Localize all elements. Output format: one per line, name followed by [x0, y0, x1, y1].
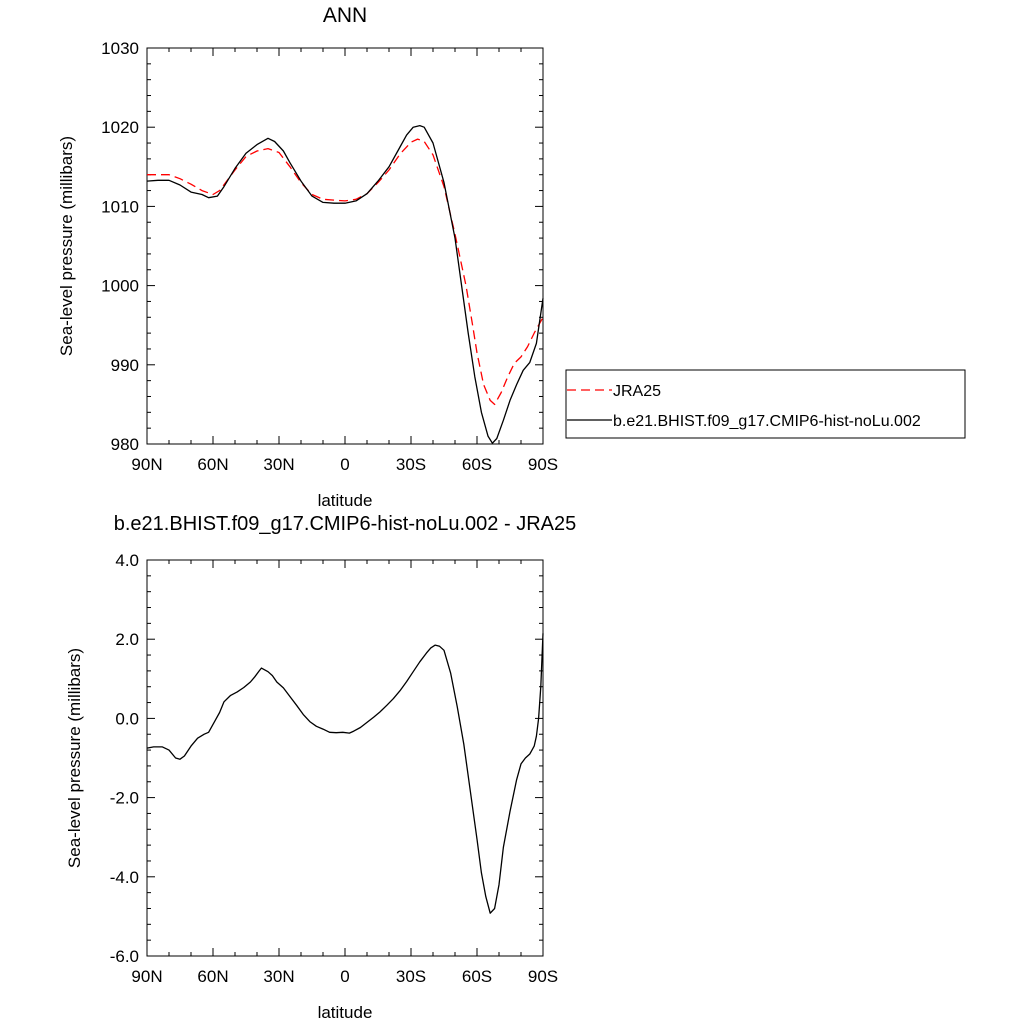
y-axis-label: Sea-level pressure (millibars) [57, 136, 76, 356]
y-tick-label: 4.0 [115, 551, 139, 570]
chart-title: ANN [323, 4, 367, 27]
x-tick-label: 90S [528, 455, 558, 474]
x-tick-label: 60S [462, 455, 492, 474]
series-line-0 [147, 138, 544, 406]
x-tick-label: 60N [197, 967, 228, 986]
y-tick-label: 1020 [101, 118, 139, 137]
y-tick-label: 2.0 [115, 630, 139, 649]
x-tick-label: 0 [340, 967, 349, 986]
top-chart: ANN 90N 60N 30N 0 30S 60S 90S 1030 1020 1010 1000 99… [57, 4, 558, 510]
x-tick-label: 30N [263, 967, 294, 986]
x-tick-label: 60N [197, 455, 228, 474]
y-axis-label: Sea-level pressure (millibars) [65, 648, 84, 868]
x-tick-label: 30S [396, 967, 426, 986]
y-tick-label: 1000 [101, 277, 139, 296]
legend-label-1: b.e21.BHIST.f09_g17.CMIP6-hist-noLu.002 [613, 413, 921, 430]
legend: JRA25 b.e21.BHIST.f09_g17.CMIP6-hist-noLu… [565, 369, 966, 439]
y-tick-label: 990 [111, 356, 139, 375]
y-tick-label: 1030 [101, 39, 139, 58]
chart-title: b.e21.BHIST.f09_g17.CMIP6-hist-noLu.002 … [114, 513, 576, 535]
legend-box [565, 369, 966, 439]
x-tick-label: 30N [263, 455, 294, 474]
y-tick-label: -6.0 [110, 947, 139, 966]
bottom-chart: b.e21.BHIST.f09_g17.CMIP6-hist-noLu.002 … [65, 513, 576, 1022]
x-axis-label: latitude [318, 491, 373, 510]
x-tick-label: 90N [131, 967, 162, 986]
x-tick-label: 0 [340, 455, 349, 474]
difference-line [146, 633, 544, 914]
legend-label-0: JRA25 [613, 383, 661, 400]
y-tick-label: 0.0 [115, 709, 139, 728]
y-tick-label: -4.0 [110, 868, 139, 887]
x-tick-label: 30S [396, 455, 426, 474]
x-tick-label: 90S [528, 967, 558, 986]
y-tick-label: -2.0 [110, 789, 139, 808]
y-tick-label: 980 [111, 435, 139, 454]
plot-frame [146, 559, 544, 957]
x-tick-label: 60S [462, 967, 492, 986]
y-tick-label: 1010 [101, 197, 139, 216]
series-line-1 [146, 124, 544, 444]
x-axis-label: latitude [318, 1003, 373, 1022]
plot-frame [146, 47, 544, 445]
x-tick-label: 90N [131, 455, 162, 474]
